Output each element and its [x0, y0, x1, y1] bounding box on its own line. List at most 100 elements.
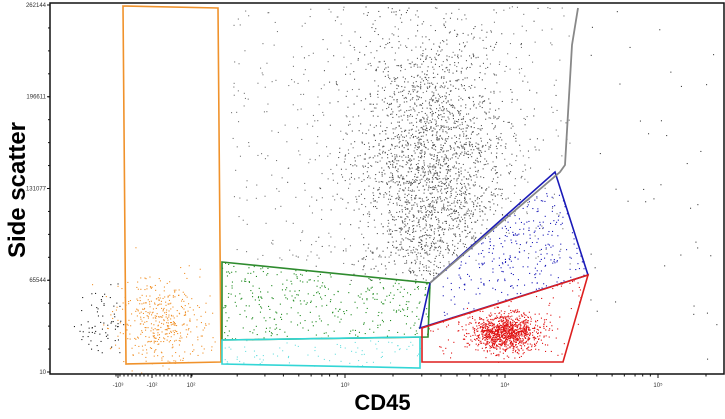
event-gray — [449, 80, 451, 82]
event-gray — [447, 138, 449, 140]
event-red — [468, 333, 470, 335]
event-gray — [420, 58, 422, 60]
event-gray — [416, 99, 418, 101]
event-gray — [491, 180, 493, 182]
event-gray — [267, 12, 269, 14]
event-blue — [540, 258, 542, 260]
event-gray — [375, 107, 377, 109]
event-red — [527, 349, 529, 351]
event-red — [485, 329, 487, 331]
event-red — [541, 297, 543, 299]
event-gray — [432, 241, 434, 243]
event-gray — [423, 145, 425, 147]
event-gray — [408, 193, 410, 195]
event-gray — [448, 165, 450, 167]
event-gray — [524, 75, 526, 77]
event-gray — [430, 61, 432, 63]
event-orange — [135, 310, 137, 312]
event-gray — [459, 240, 461, 242]
event-red — [504, 317, 506, 319]
event-gray — [460, 118, 462, 120]
event-gray — [425, 184, 427, 186]
event-gray — [271, 242, 273, 244]
event-gray — [421, 144, 423, 146]
event-gray — [426, 119, 428, 121]
event-gray — [393, 161, 395, 163]
event-red — [531, 344, 533, 346]
event-red — [510, 312, 512, 314]
event-red — [509, 316, 511, 318]
event-gray — [462, 145, 464, 147]
event-gray — [429, 249, 431, 251]
event-gray — [455, 173, 457, 175]
event-red — [518, 331, 520, 333]
event-gray — [555, 94, 557, 96]
event-gray — [465, 152, 467, 154]
event-red — [508, 318, 510, 320]
event-orange — [184, 311, 186, 313]
event-gray — [514, 211, 516, 213]
event-gray — [442, 69, 444, 71]
event-gray — [380, 256, 382, 258]
event-gray — [443, 159, 445, 161]
event-green — [258, 304, 260, 306]
event-orange — [138, 345, 140, 347]
event-red — [523, 323, 525, 325]
event-gray — [461, 186, 463, 188]
event-red — [508, 337, 510, 339]
event-orange — [205, 323, 207, 325]
event-gray — [401, 246, 403, 248]
event-orange — [170, 331, 172, 333]
event-blue — [547, 243, 549, 245]
event-gray — [379, 153, 381, 155]
event-gray — [419, 66, 421, 68]
event-gray — [413, 236, 415, 238]
event-gray — [394, 26, 396, 28]
event-red — [518, 349, 520, 351]
event-red — [476, 335, 478, 337]
event-red — [526, 327, 528, 329]
event-gray — [236, 146, 238, 148]
event-gray — [406, 145, 408, 147]
event-gray — [392, 111, 394, 113]
event-gray — [379, 254, 381, 256]
event-blue — [525, 242, 527, 244]
event-gray — [310, 251, 312, 253]
event-red — [490, 338, 492, 340]
event-gray — [236, 249, 238, 251]
event-gray — [349, 245, 351, 247]
event-red — [551, 329, 553, 331]
event-gray — [483, 164, 485, 166]
event-red — [490, 330, 492, 332]
event-red — [522, 330, 524, 332]
event-gray — [431, 121, 433, 123]
event-gray — [405, 97, 407, 99]
event-gray — [406, 208, 408, 210]
event-red — [514, 332, 516, 334]
event-orange — [169, 281, 171, 283]
event-gray — [429, 204, 431, 206]
event-red — [521, 345, 523, 347]
event-red — [505, 349, 507, 351]
event-red — [506, 338, 508, 340]
event-red — [489, 337, 491, 339]
event-blue — [512, 231, 514, 233]
event-gray — [443, 100, 445, 102]
event-gray — [481, 201, 483, 203]
event-gray — [425, 127, 427, 129]
event-gray — [558, 214, 560, 216]
event-orange — [161, 359, 163, 361]
event-gray — [428, 167, 430, 169]
event-red — [494, 336, 496, 338]
event-green — [240, 298, 242, 300]
event-gray — [406, 110, 408, 112]
event-gray — [375, 206, 377, 208]
event-gray — [445, 138, 447, 140]
event-gray — [420, 205, 422, 207]
event-blue — [516, 285, 518, 287]
event-gray — [472, 101, 474, 103]
event-gray — [471, 33, 473, 35]
event-red — [535, 324, 537, 326]
event-blue — [509, 215, 511, 217]
event-orange — [172, 306, 174, 308]
